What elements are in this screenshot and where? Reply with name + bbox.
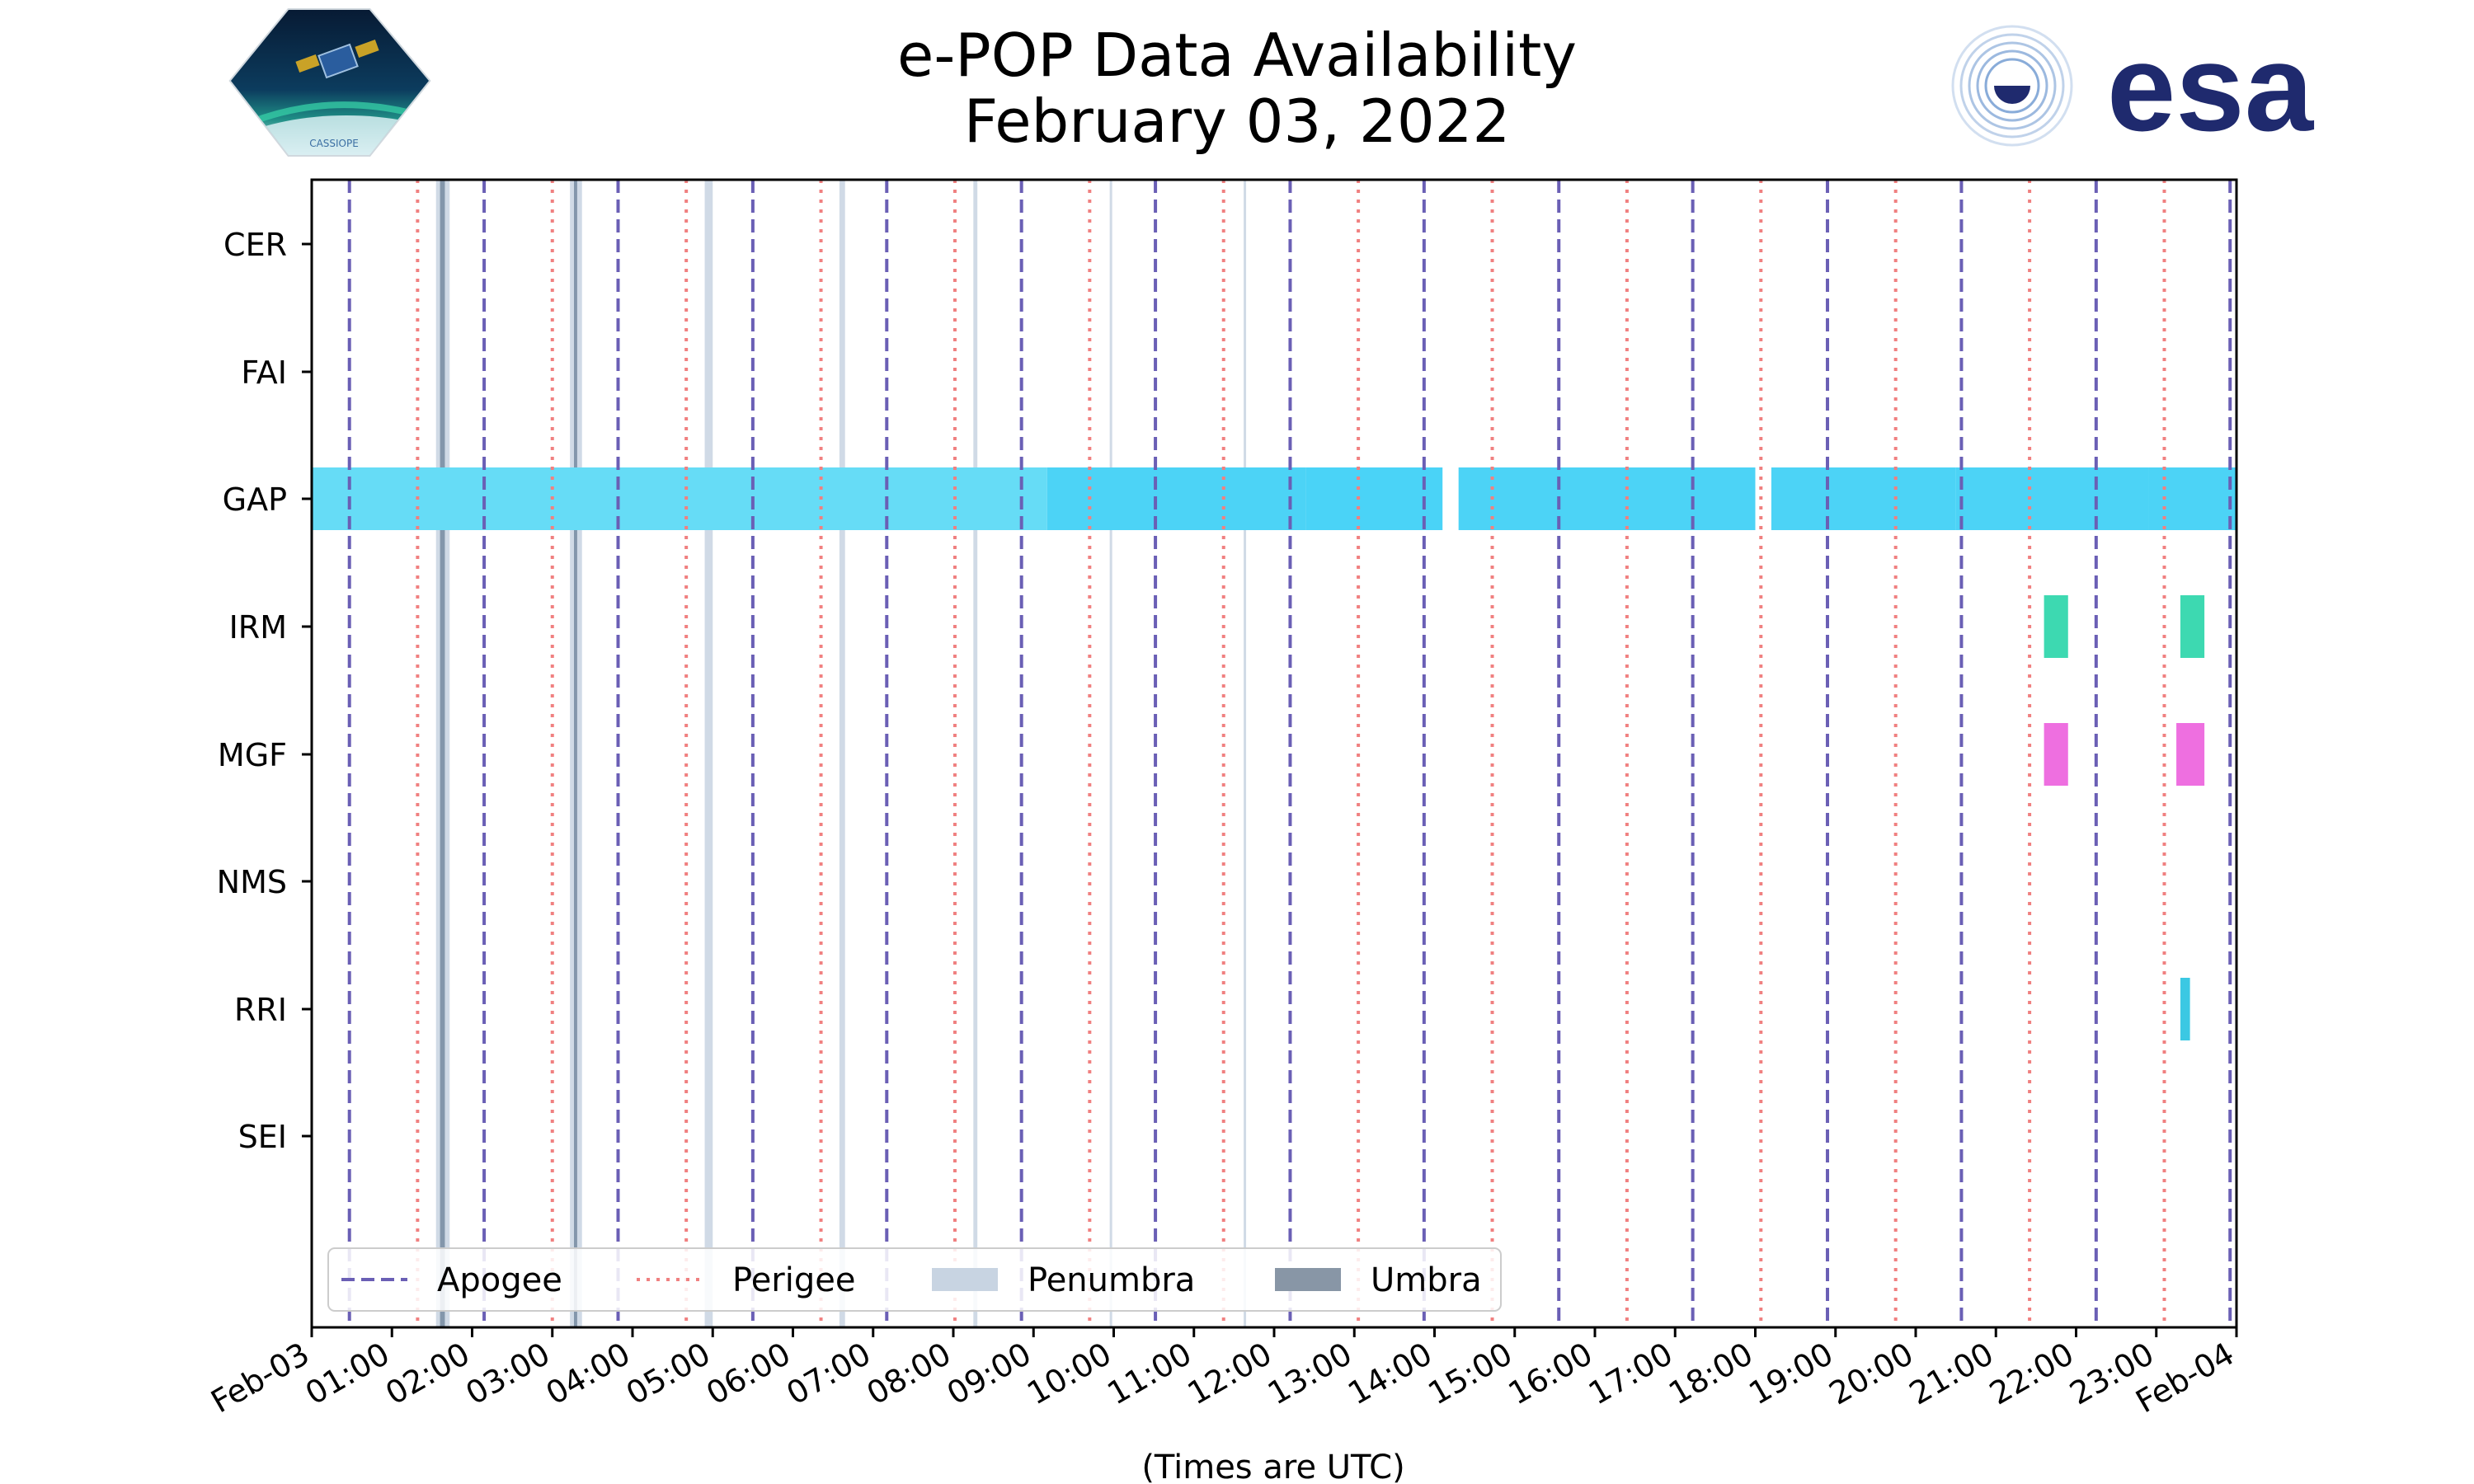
legend-box [327,1247,1502,1312]
x-tick-label: 12:00 [1182,1336,1278,1412]
x-tick-label: 05:00 [620,1336,717,1412]
esa-swirl-icon [1951,25,2073,147]
x-tick-label: 18:00 [1663,1336,1759,1412]
x-tick-label: 07:00 [780,1336,877,1412]
x-tick-label: 15:00 [1422,1336,1518,1412]
availability-bar-gap [1955,467,2149,530]
x-tick-label: 01:00 [299,1336,396,1412]
availability-bar-gap [1305,467,1443,530]
availability-bar-mgf [2044,723,2068,786]
umbra-band [440,180,445,1327]
x-tick-label: 21:00 [1903,1336,2000,1412]
penumbra-band [1109,180,1112,1327]
esa-logo: esa [1951,18,2315,157]
penumbra-band [1244,180,1247,1327]
legend-swatch-penumbra [932,1268,998,1291]
availability-bar-mgf [2176,723,2205,786]
legend-swatch-umbra [1275,1268,1341,1291]
x-tick-label: 08:00 [861,1336,957,1412]
umbra-band [574,180,577,1327]
y-tick-label-nms: NMS [217,864,287,900]
availability-bar-gap [2148,467,2236,530]
legend: Apogee Perigee Penumbra Umbra [327,1247,1502,1312]
availability-bar-gap [1595,467,1756,530]
y-tick-label-gap: GAP [223,481,287,518]
x-tick-label: 02:00 [379,1336,476,1412]
x-tick-label: 22:00 [1983,1336,2080,1412]
plot-area: CER FAI GAP IRM MGF NMS RRI SEI Feb-0301:0002:00… [205,178,2241,1421]
x-tick-label: 04:00 [540,1336,637,1412]
x-tick-label: 11:00 [1101,1336,1197,1412]
availability-bar-irm [2180,595,2205,658]
availability-bar-gap [1458,467,1595,530]
penumbra-band [839,180,845,1327]
y-tick-label-irm: IRM [229,609,287,646]
x-tick-label: 19:00 [1743,1336,1839,1412]
y-tick-label-sei: SEI [238,1119,287,1155]
availability-bar-gap [1771,467,1956,530]
y-tick-label-rri: RRI [234,992,287,1028]
x-tick-label: 14:00 [1342,1336,1438,1412]
y-tick-label-fai: FAI [241,355,287,391]
x-tick-label: 10:00 [1021,1336,1117,1412]
legend-label-penumbra: Penumbra [1028,1261,1195,1299]
x-tick-label: 16:00 [1503,1336,1599,1412]
y-tick-label-cer: CER [223,227,287,263]
availability-bar-gap [312,467,1047,530]
chart-title: e-POP Data Availability [897,21,1577,90]
availability-bar-gap [1047,467,1306,530]
availability-bar-rri [2180,978,2190,1040]
y-tick-label-mgf: MGF [218,737,287,773]
legend-label-apogee: Apogee [437,1261,562,1299]
chart-subtitle: February 03, 2022 [964,87,1511,156]
penumbra-band [704,180,713,1327]
legend-label-perigee: Perigee [732,1261,855,1299]
x-tick-label: 09:00 [941,1336,1037,1412]
cassiope-logo-text: CASSIOPE [309,138,359,149]
x-axis-label: (Times are UTC) [1141,1449,1404,1484]
x-tick-label: 17:00 [1583,1336,1679,1412]
x-tick-label: Feb-03 [205,1336,315,1421]
plot-background [312,180,2236,1327]
esa-logo-text: esa [2107,18,2315,157]
x-tick-label: 13:00 [1262,1336,1358,1412]
penumbra-band [973,180,978,1327]
legend-label-umbra: Umbra [1371,1261,1482,1299]
availability-bar-irm [2044,595,2068,658]
x-tick-label: 06:00 [700,1336,797,1412]
x-tick-label: 20:00 [1823,1336,1920,1412]
x-tick-label: 03:00 [459,1336,556,1412]
